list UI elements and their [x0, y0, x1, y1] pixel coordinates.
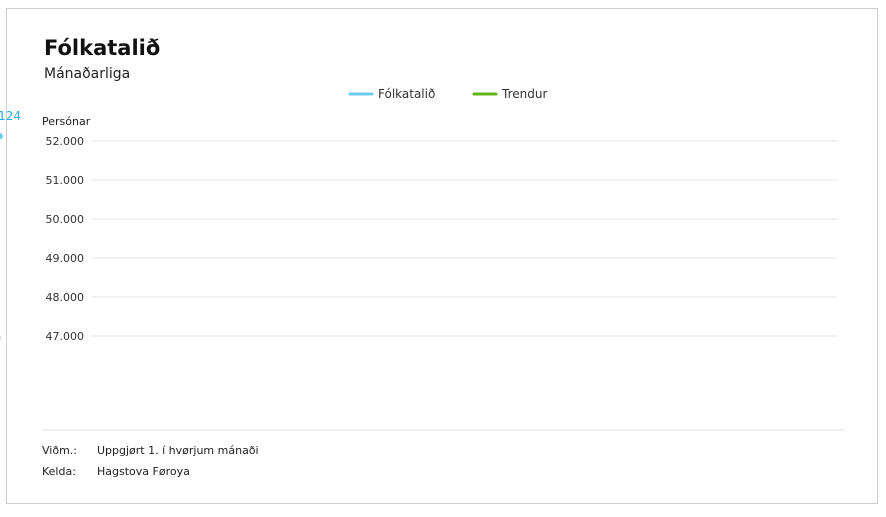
y-tick-label: 50.000	[46, 213, 85, 226]
footer-note-label: Viðm.:	[42, 444, 77, 457]
last-value-label: 52.124	[0, 109, 21, 123]
y-tick-label: 48.000	[46, 291, 85, 304]
y-tick-label: 51.000	[46, 174, 85, 187]
chart-title: Fólkatalið	[44, 36, 161, 60]
last-point-marker	[0, 132, 4, 141]
footer-note-value: Uppgjørt 1. í hvørjum mánaði	[97, 444, 259, 457]
y-tick-label: 47.000	[46, 330, 85, 343]
footer-source-value: Hagstova Føroya	[97, 465, 190, 478]
y-tick-label: 52.000	[46, 135, 85, 148]
chart-frame	[6, 8, 878, 504]
y-tick-label: 49.000	[46, 252, 85, 265]
chart-subtitle: Mánaðarliga	[44, 66, 131, 82]
legend-label-trendur: Trendur	[501, 87, 547, 101]
y-axis-label: Persónar	[42, 115, 91, 128]
footer-source-label: Kelda:	[42, 465, 76, 478]
legend-label-folkatalid: Fólkatalið	[378, 87, 435, 101]
